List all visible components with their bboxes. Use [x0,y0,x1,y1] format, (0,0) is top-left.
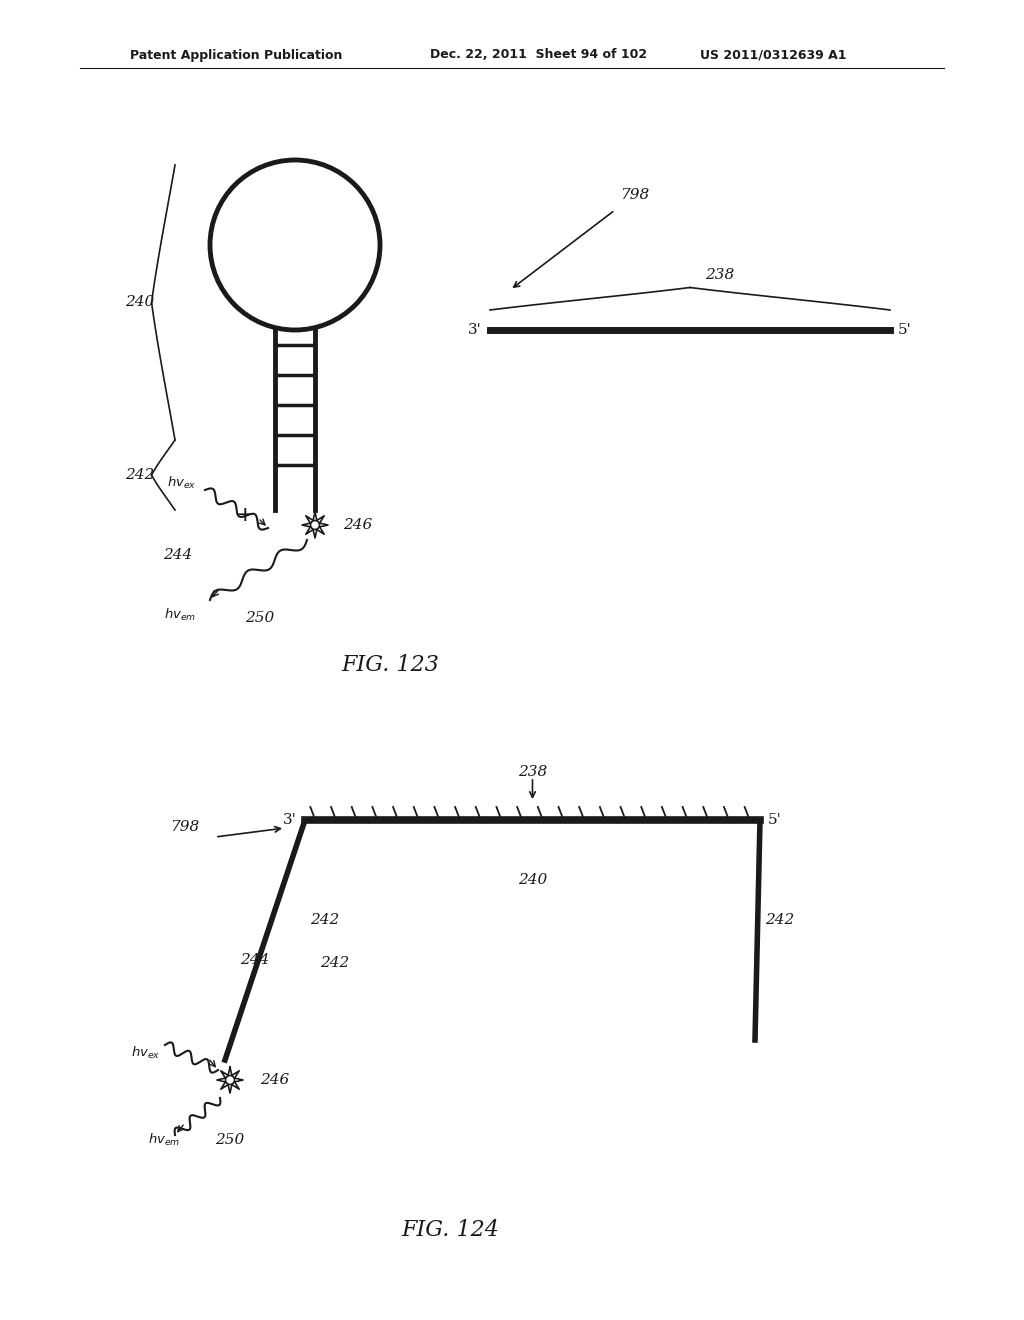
Text: 242: 242 [125,469,155,482]
Text: 250: 250 [245,611,274,624]
Text: 242: 242 [765,913,795,927]
Text: 238: 238 [518,766,547,779]
Text: 244: 244 [241,953,269,968]
Text: 242: 242 [319,956,349,970]
Circle shape [310,520,319,529]
Text: US 2011/0312639 A1: US 2011/0312639 A1 [700,49,847,62]
Text: Patent Application Publication: Patent Application Publication [130,49,342,62]
Text: 798: 798 [170,820,200,834]
Text: 5': 5' [768,813,781,828]
Text: +: + [236,506,254,525]
Text: FIG. 123: FIG. 123 [341,653,439,676]
Text: 244: 244 [164,548,193,562]
Text: 250: 250 [215,1133,245,1147]
Circle shape [225,1076,234,1085]
Text: 240: 240 [125,296,155,309]
Text: 238: 238 [706,268,734,282]
Text: 242: 242 [310,913,339,927]
Text: 5': 5' [898,323,911,337]
Text: 246: 246 [343,517,373,532]
Text: $hv_{ex}$: $hv_{ex}$ [167,475,196,491]
Text: 240: 240 [518,873,547,887]
Text: $hv_{em}$: $hv_{em}$ [147,1133,180,1148]
Text: 246: 246 [260,1073,289,1086]
Text: 3': 3' [284,813,297,828]
Text: 3': 3' [468,323,482,337]
Text: Dec. 22, 2011  Sheet 94 of 102: Dec. 22, 2011 Sheet 94 of 102 [430,49,647,62]
Text: FIG. 124: FIG. 124 [401,1218,499,1241]
Text: 798: 798 [620,187,649,202]
Text: $hv_{em}$: $hv_{em}$ [164,607,196,623]
Text: $hv_{ex}$: $hv_{ex}$ [130,1045,160,1061]
